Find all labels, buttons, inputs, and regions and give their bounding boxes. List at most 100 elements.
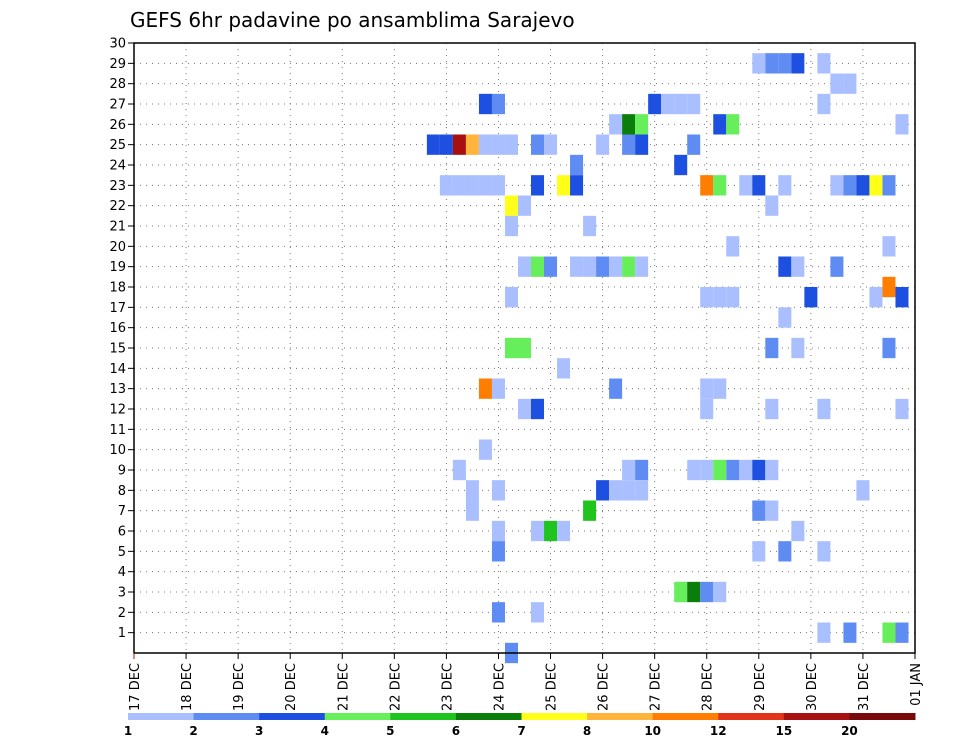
precip-cell [726,459,740,481]
precip-cell [596,134,610,155]
precip-cell [713,114,727,135]
precip-cell [544,256,558,277]
precip-cell [895,114,909,135]
precip-cell [557,358,571,379]
x-tick-label: 30 DEC [805,663,820,711]
precip-cell [713,378,727,399]
data-cells [426,53,909,664]
x-tick-label: 19 DEC [232,663,247,711]
precip-cell [713,581,727,603]
precip-cell [517,337,532,359]
colorbar-segment [259,713,326,720]
precip-cell [491,134,505,155]
precip-cell [674,154,688,176]
x-tick-label: 20 DEC [284,663,299,711]
precip-cell [478,93,492,115]
precip-cell [700,581,714,603]
y-tick-label: 12 [109,403,126,418]
precip-cell [609,480,623,501]
precip-cell [882,236,896,257]
y-tick-label: 2 [118,606,126,621]
precip-cell [452,175,466,196]
precip-cell [765,337,779,359]
precip-cell [856,175,870,196]
x-tick-label: 28 DEC [701,663,716,711]
y-tick-label: 8 [118,484,126,499]
colorbar-label: 7 [517,724,525,738]
precip-cell [739,175,753,196]
precip-cell [817,53,831,74]
colorbar-label: 8 [583,724,591,738]
y-tick-label: 16 [109,321,126,336]
x-tick-label: 17 DEC [128,663,143,711]
precip-cell [869,175,883,196]
precip-cell [531,520,545,542]
chart-title: GEFS 6hr padavine po ansamblima Sarajevo [130,8,575,32]
precip-cell [765,53,779,74]
x-tick-label: 25 DEC [545,663,560,711]
precip-cell [817,622,831,643]
precip-cell [843,622,857,643]
y-tick-label: 21 [109,220,126,235]
precip-cell [895,622,909,643]
precip-cell [765,398,779,420]
precip-cell [517,398,532,420]
precip-cell [752,53,766,74]
precip-cell [700,287,714,308]
precip-cell [752,500,766,521]
precip-cell [557,520,571,542]
x-tick-label: 18 DEC [180,663,195,711]
precip-cell [426,134,440,155]
precip-cell [439,134,453,155]
colorbar-label: 6 [452,724,460,738]
precip-cell [609,114,623,135]
y-tick-label: 5 [118,545,126,560]
colorbar-label: 4 [321,724,329,738]
precip-cell [648,93,662,115]
y-tick-label: 4 [118,565,126,580]
precip-cell [491,175,505,196]
precip-cell [531,134,545,155]
y-tick-label: 22 [109,199,126,214]
precip-cell [478,439,492,460]
precip-cell [596,480,610,501]
precip-cell [882,175,896,196]
colorbar-label: 1 [124,724,132,738]
x-tick-label: 23 DEC [440,663,455,711]
precip-cell [778,256,792,277]
precip-cell [465,134,479,155]
precip-cell [504,134,518,155]
y-tick-label: 6 [118,525,126,540]
x-tick-label: 24 DEC [492,663,507,711]
y-tick-label: 23 [109,179,126,194]
precip-cell [778,541,792,562]
y-tick-label: 18 [109,281,126,296]
precip-cell [491,602,505,623]
y-tick-label: 17 [109,301,126,316]
colorbar-label: 5 [386,724,394,738]
y-tick-label: 29 [109,57,126,72]
colorbar-segment [849,713,916,720]
precip-cell [635,114,649,135]
precip-cell [700,378,714,399]
precip-cell [687,93,701,115]
precip-cell [830,175,844,196]
precip-cell [491,520,505,542]
y-tick-label: 28 [109,77,126,92]
precip-cell [452,459,466,481]
precip-cell [583,256,597,277]
y-tick-label: 25 [109,138,126,153]
precip-cell [504,337,518,359]
y-tick-label: 13 [109,382,126,397]
precip-cell [687,134,701,155]
colorbar-label: 15 [775,724,792,738]
precip-cell [700,398,714,420]
precip-cell [778,307,792,328]
precip-cell [726,236,740,257]
precip-cell [491,480,505,501]
precip-cell [778,53,792,74]
precip-cell [504,215,518,237]
precip-cell [752,459,766,481]
precip-cell [726,287,740,308]
x-tick-label: 22 DEC [388,663,403,711]
